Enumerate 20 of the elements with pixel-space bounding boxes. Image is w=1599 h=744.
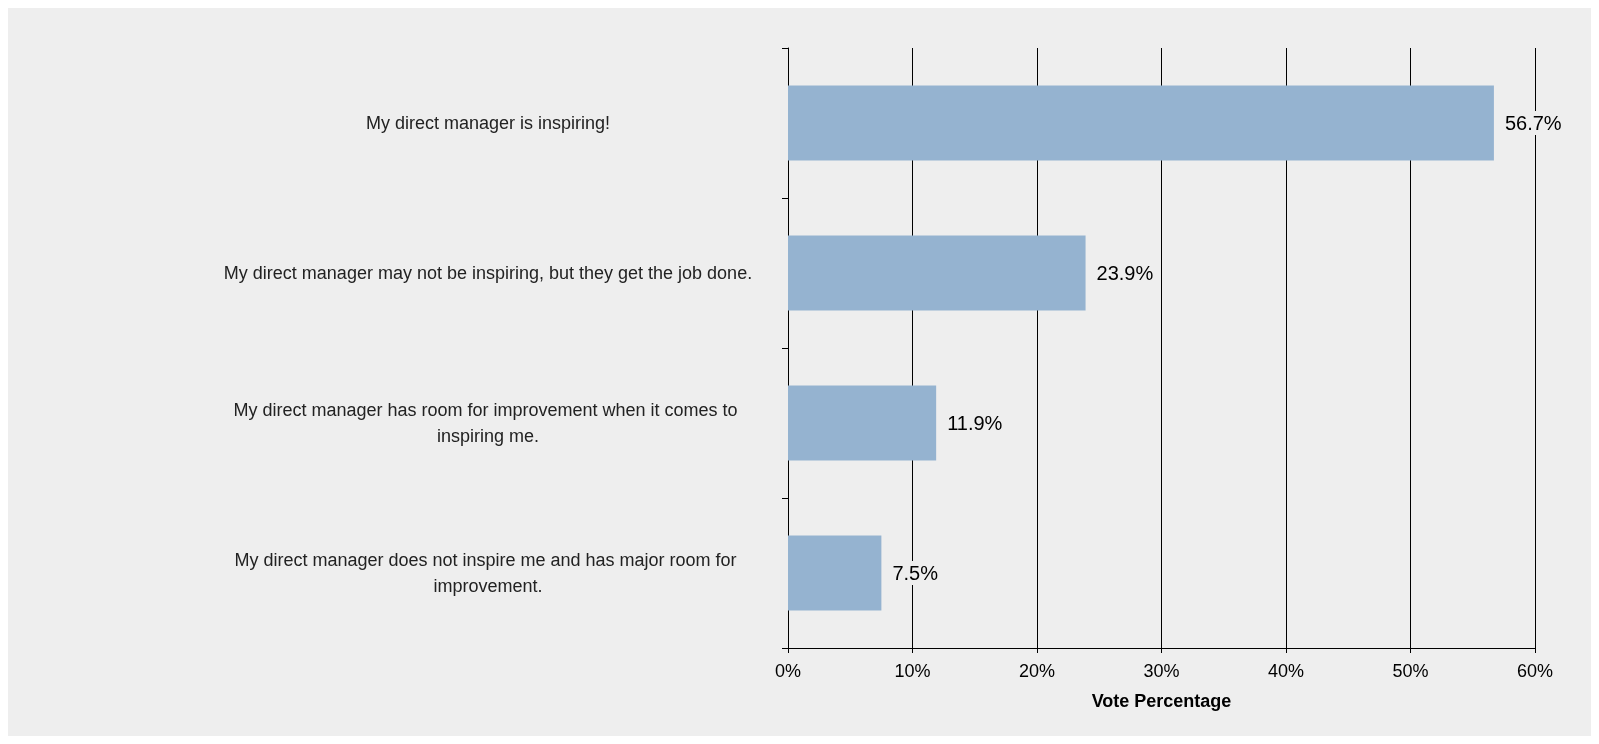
x-tick-label: 40% [1267, 661, 1305, 681]
x-tick-label: 20% [1018, 661, 1056, 681]
x-tick-label: 30% [1143, 661, 1180, 681]
x-tick-label: 50% [1392, 661, 1429, 681]
x-tick-label: 10% [894, 661, 931, 681]
x-tick-label: 60% [1516, 661, 1554, 681]
bar [788, 385, 937, 461]
data-label: 11.9% [947, 412, 1003, 434]
x-axis-title: Vote Percentage [1091, 691, 1232, 711]
bar [788, 235, 1086, 311]
data-label: 7.5% [892, 562, 939, 584]
y-tick-label: My direct manager does not inspire me and has major room for improvement. [234, 550, 742, 596]
bar [788, 535, 882, 611]
y-tick-label: My direct manager is inspiring! [365, 113, 611, 133]
y-tick-label: My direct manager has room for improvement when it comes to inspiring me. [233, 400, 743, 446]
data-label: 23.9% [1096, 262, 1154, 284]
y-tick-label: My direct manager may not be inspiring, but they get the job done. [223, 263, 753, 283]
x-tick-label: 0% [774, 661, 802, 681]
data-label: 56.7% [1504, 112, 1562, 134]
bar [788, 85, 1494, 161]
